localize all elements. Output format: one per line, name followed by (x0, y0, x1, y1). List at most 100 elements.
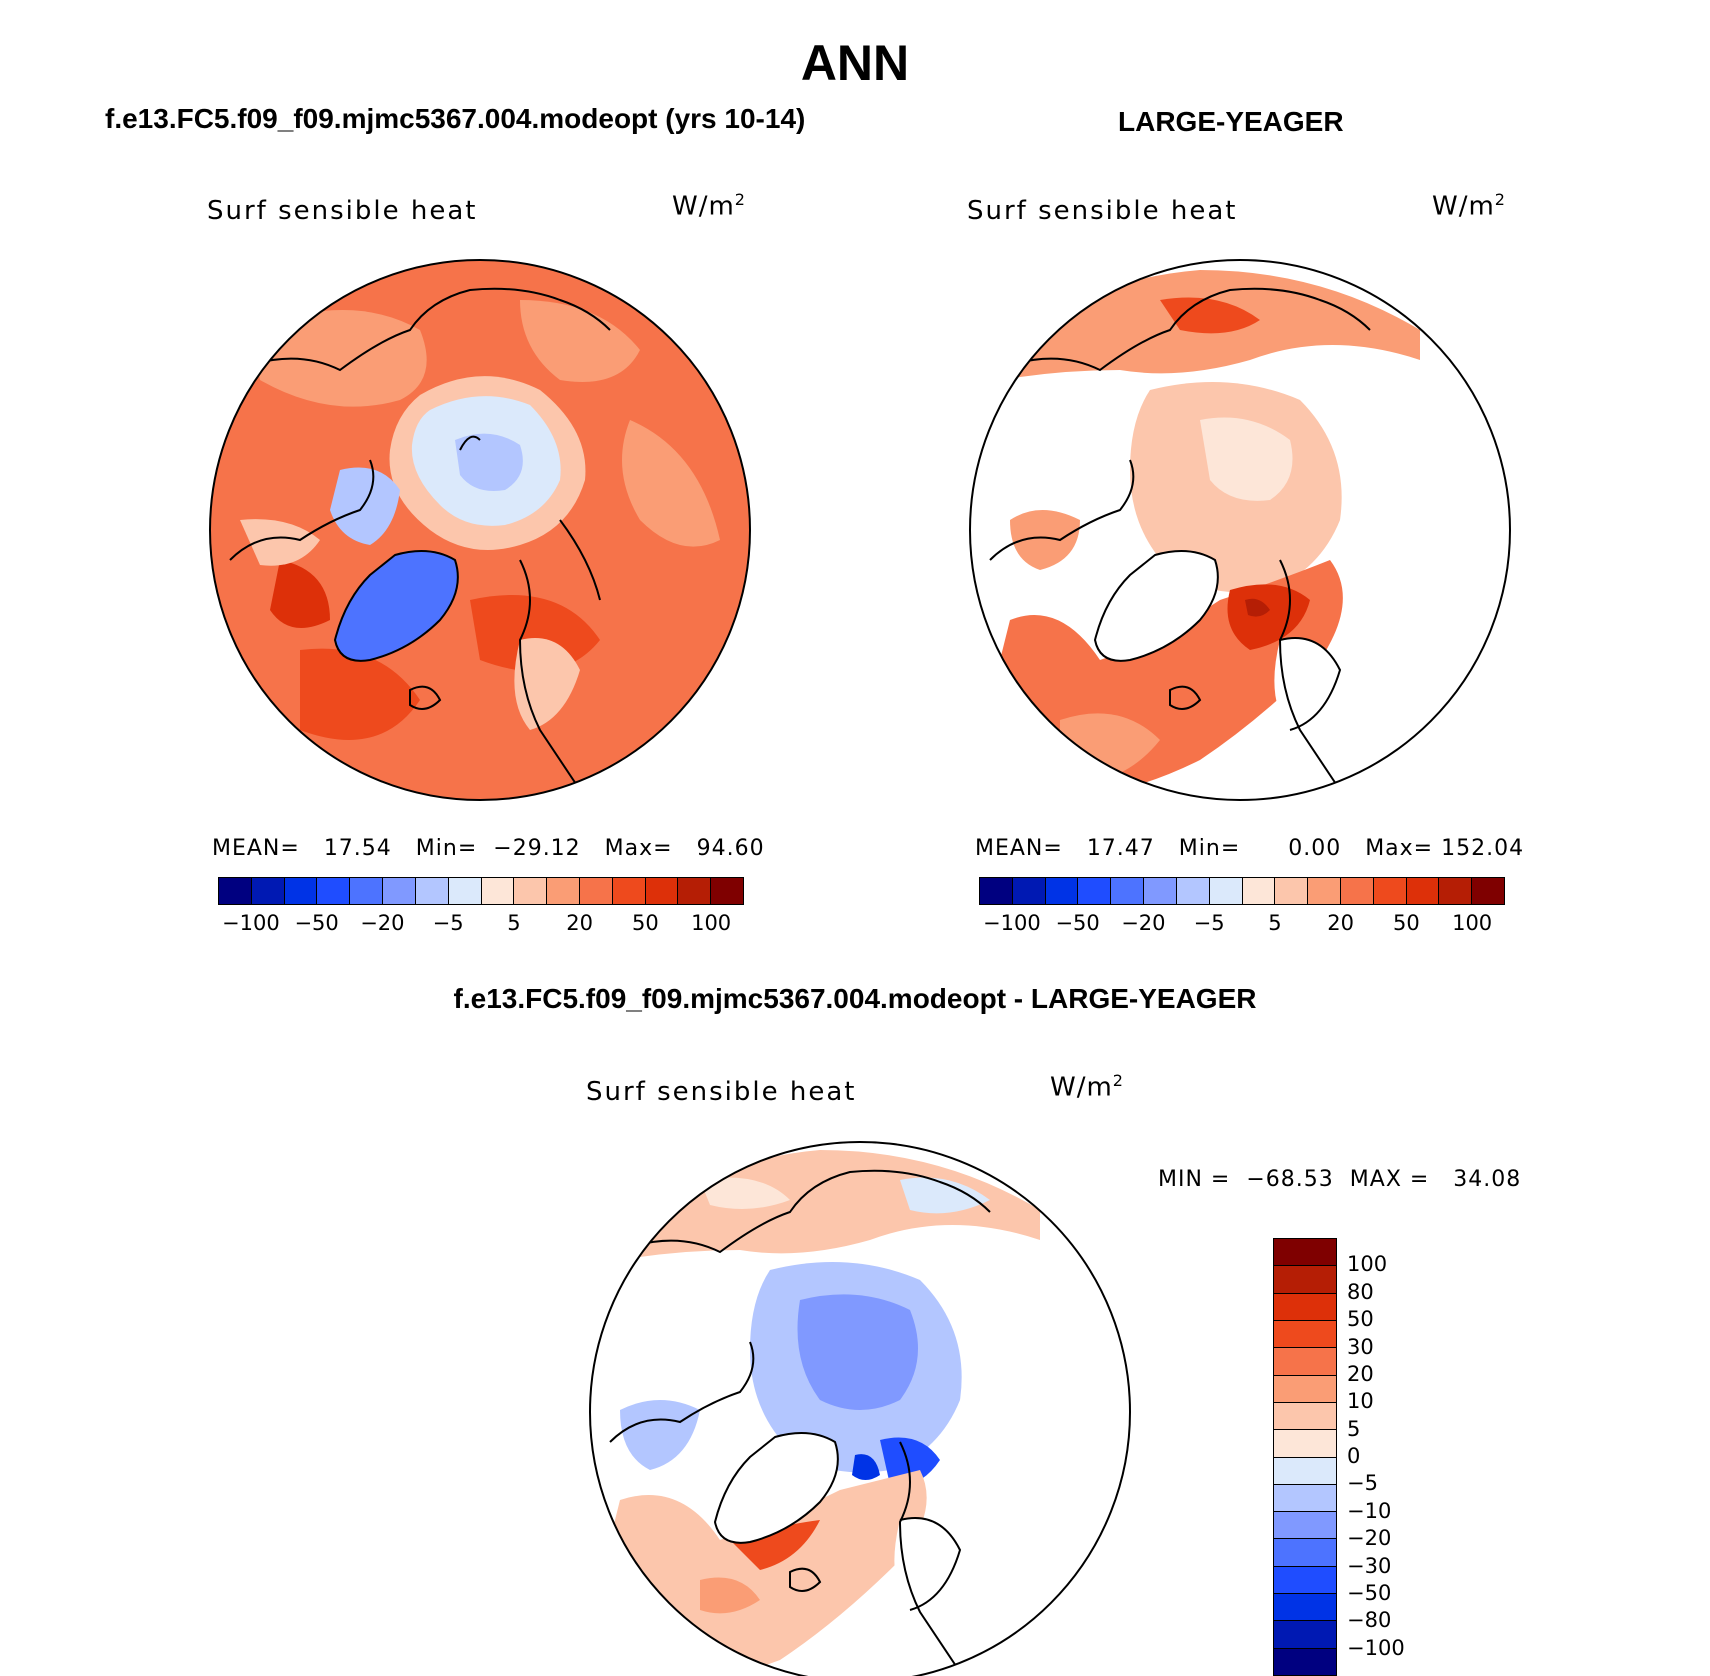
panel-diff-coastlines (609, 1169, 991, 1673)
colorbar-swatch (1274, 1266, 1336, 1294)
colorbar-swatch (448, 878, 482, 904)
colorbar-swatch (1045, 878, 1079, 904)
colorbar-tick-label: 100 (691, 911, 732, 935)
panel-obs-units: W/m2 (1432, 190, 1506, 222)
colorbar-tick-label: 30 (1347, 1334, 1374, 1359)
colorbar-tick-label: 20 (566, 911, 593, 935)
colorbar-swatch (980, 878, 1013, 904)
panel-test-stats: MEAN= 17.54 Min= −29.12 Max= 94.60 (212, 836, 765, 861)
panel-test-colorbar (218, 877, 744, 905)
colorbar-swatch (1274, 1239, 1336, 1267)
colorbar-swatch (317, 878, 351, 904)
colorbar-tick-label: −5 (432, 911, 464, 935)
colorbar-swatch (1274, 1293, 1336, 1321)
colorbar-tick-label: −5 (1193, 911, 1225, 935)
colorbar-swatch (1274, 1484, 1336, 1513)
panel-obs-case-title: LARGE-YEAGER (1118, 106, 1344, 137)
colorbar-swatch (1275, 878, 1309, 904)
colorbar-swatch (1439, 878, 1473, 904)
panel-test-map-border (209, 259, 751, 801)
panel-obs-field (970, 260, 1510, 800)
colorbar-swatch (1274, 1375, 1336, 1403)
panel-test-variable-label: Surf sensible heat (207, 196, 478, 226)
colorbar-swatch (415, 878, 449, 904)
colorbar-tick-label: −100 (983, 911, 1041, 935)
colorbar-swatch (1406, 878, 1440, 904)
colorbar-swatch (481, 878, 515, 904)
colorbar-swatch (1274, 1512, 1336, 1540)
colorbar-swatch (383, 878, 416, 904)
colorbar-tick-label: −50 (294, 911, 339, 935)
panel-obs-stats: MEAN= 17.47 Min= 0.00 Max= 152.04 (975, 836, 1525, 861)
colorbar-tick-label: 50 (1347, 1307, 1374, 1332)
colorbar-swatch (1274, 1348, 1336, 1376)
colorbar-swatch (1078, 878, 1112, 904)
colorbar-swatch (1274, 1566, 1336, 1595)
colorbar-swatch (1472, 878, 1504, 904)
colorbar-swatch (1012, 878, 1046, 904)
colorbar-swatch (1209, 878, 1243, 904)
colorbar-swatch (1274, 1621, 1336, 1649)
colorbar-tick-label: −20 (360, 911, 405, 935)
panel-obs-colorbar (979, 877, 1505, 905)
colorbar-swatch (1242, 878, 1276, 904)
colorbar-swatch (1144, 878, 1177, 904)
colorbar-tick-label: −80 (1347, 1608, 1392, 1633)
colorbar-tick-label: 5 (507, 911, 521, 935)
panel-diff-case-title: f.e13.FC5.f09_f09.mjmc5367.004.modeopt -… (453, 983, 1257, 1014)
panel-test-field (210, 260, 750, 800)
panel-obs-coastlines (989, 287, 1371, 791)
colorbar-tick-label: 5 (1347, 1416, 1361, 1441)
colorbar-swatch (645, 878, 679, 904)
colorbar-swatch (1274, 1539, 1336, 1567)
panel-obs-map-border (969, 259, 1511, 801)
colorbar-swatch (1274, 1402, 1336, 1431)
panel-diff-units: W/m2 (1050, 1071, 1124, 1103)
figure-title: ANN (800, 35, 910, 91)
panel-diff-stats: MIN = −68.53 MAX = 34.08 (1158, 1167, 1522, 1192)
panel-obs-variable-label: Surf sensible heat (967, 196, 1238, 226)
colorbar-swatch (1274, 1457, 1336, 1485)
colorbar-tick-label: −20 (1121, 911, 1166, 935)
colorbar-tick-label: −5 (1347, 1471, 1378, 1496)
colorbar-swatch (1340, 878, 1374, 904)
panel-test-case-title: f.e13.FC5.f09_f09.mjmc5367.004.modeopt (… (105, 103, 806, 134)
colorbar-tick-label: 5 (1268, 911, 1282, 935)
colorbar-swatch (678, 878, 712, 904)
colorbar-tick-label: 100 (1347, 1252, 1388, 1277)
colorbar-swatch (1111, 878, 1145, 904)
colorbar-tick-label: −50 (1347, 1580, 1392, 1605)
colorbar-tick-label: −20 (1347, 1526, 1392, 1551)
colorbar-swatch (1176, 878, 1210, 904)
colorbar-swatch (350, 878, 384, 904)
colorbar-swatch (514, 878, 548, 904)
colorbar-swatch (1274, 1430, 1336, 1458)
panel-diff-variable-label: Surf sensible heat (586, 1077, 857, 1107)
colorbar-swatch (1373, 878, 1407, 904)
colorbar-tick-label: 0 (1347, 1444, 1361, 1468)
colorbar-swatch (547, 878, 580, 904)
colorbar-tick-label: 20 (1347, 1361, 1374, 1386)
colorbar-tick-label: −100 (1347, 1635, 1405, 1660)
colorbar-tick-label: 20 (1327, 911, 1354, 935)
panel-test-coastlines (229, 287, 611, 791)
colorbar-tick-label: −30 (1347, 1553, 1392, 1578)
colorbar-swatch (251, 878, 285, 904)
colorbar-tick-label: 50 (1393, 911, 1420, 935)
colorbar-tick-label: 80 (1347, 1279, 1374, 1304)
colorbar-tick-label: −10 (1347, 1498, 1392, 1523)
colorbar-swatch (579, 878, 613, 904)
colorbar-tick-label: 100 (1452, 911, 1493, 935)
colorbar-swatch (711, 878, 743, 904)
colorbar-tick-label: −50 (1055, 911, 1100, 935)
panel-diff-field (590, 1142, 1130, 1676)
colorbar-tick-label: −100 (222, 911, 280, 935)
colorbar-swatch (1274, 1594, 1336, 1622)
colorbar-swatch (1274, 1320, 1336, 1349)
colorbar-swatch (1274, 1648, 1336, 1675)
panel-test-units: W/m2 (672, 190, 746, 222)
colorbar-swatch (612, 878, 646, 904)
colorbar-swatch (219, 878, 252, 904)
panel-diff-colorbar (1273, 1238, 1337, 1676)
